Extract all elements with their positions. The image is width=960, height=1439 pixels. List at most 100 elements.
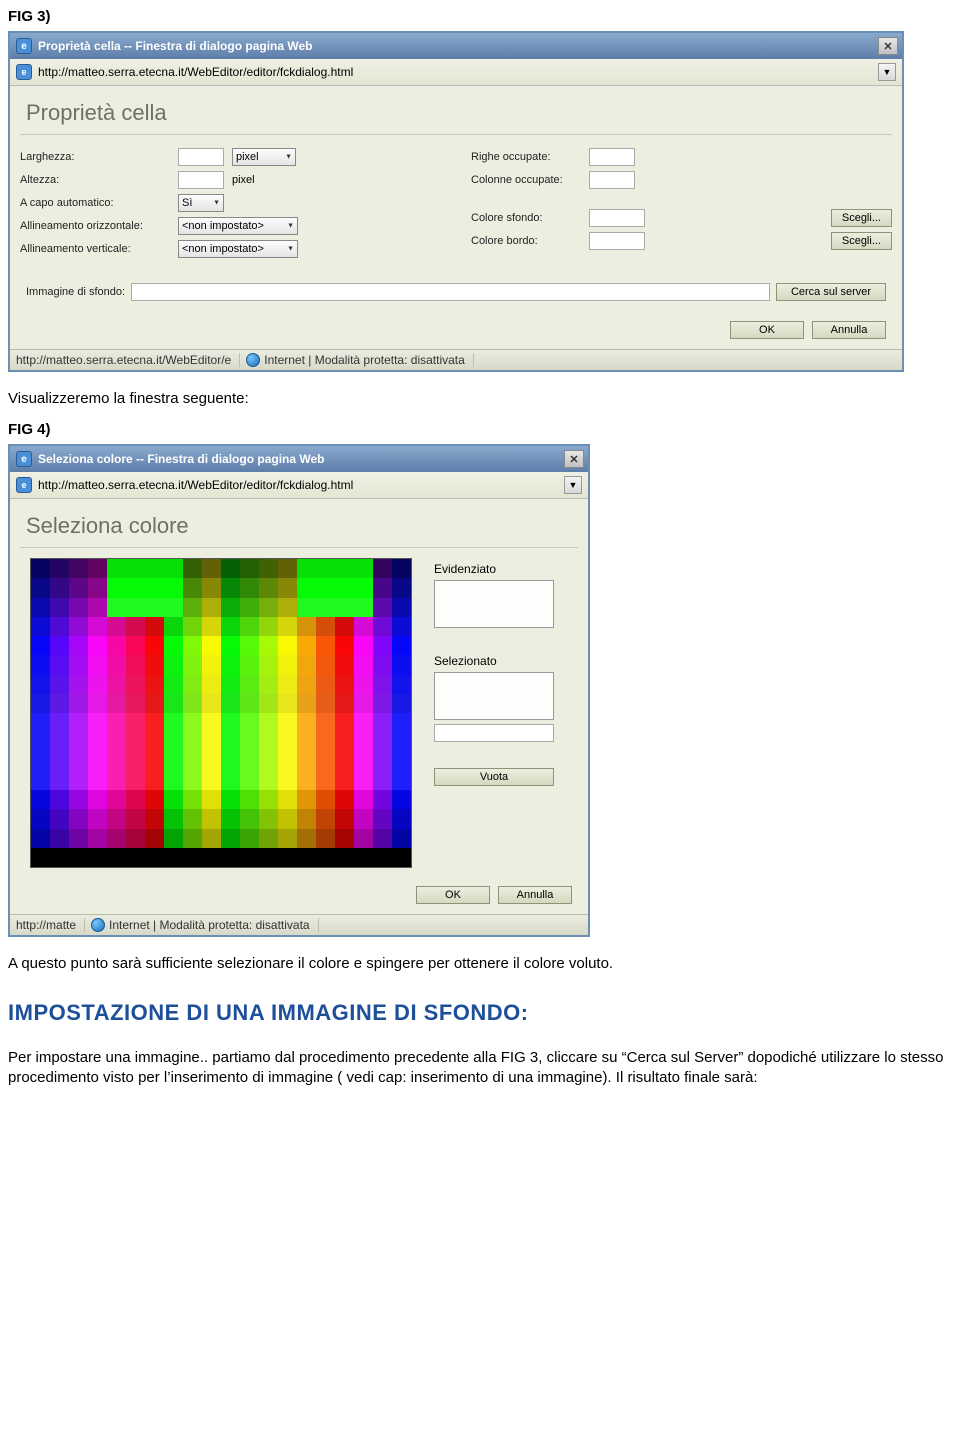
color-swatch[interactable] — [297, 636, 316, 655]
color-swatch[interactable] — [259, 559, 278, 578]
color-swatch[interactable] — [259, 694, 278, 713]
color-swatch[interactable] — [107, 732, 126, 751]
color-swatch[interactable] — [183, 809, 202, 828]
color-swatch[interactable] — [240, 809, 259, 828]
addr-dropdown-icon[interactable]: ▼ — [878, 63, 896, 81]
color-swatch[interactable] — [145, 848, 164, 867]
color-swatch[interactable] — [183, 752, 202, 771]
color-swatch[interactable] — [69, 598, 88, 617]
color-swatch[interactable] — [316, 655, 335, 674]
color-swatch[interactable] — [335, 636, 354, 655]
color-swatch[interactable] — [107, 636, 126, 655]
color-swatch[interactable] — [259, 829, 278, 848]
color-swatch[interactable] — [126, 790, 145, 809]
addr-dropdown-icon[interactable]: ▼ — [564, 476, 582, 494]
color-swatch[interactable] — [145, 790, 164, 809]
sfondo-input[interactable] — [589, 209, 645, 227]
color-swatch[interactable] — [107, 694, 126, 713]
color-swatch[interactable] — [145, 694, 164, 713]
color-swatch[interactable] — [373, 636, 392, 655]
color-swatch[interactable] — [392, 675, 411, 694]
vuota-button[interactable]: Vuota — [434, 768, 554, 786]
color-swatch[interactable] — [145, 617, 164, 636]
color-swatch[interactable] — [297, 655, 316, 674]
color-swatch[interactable] — [221, 848, 240, 867]
larghezza-unit-select[interactable]: pixel — [232, 148, 296, 166]
color-swatch[interactable] — [126, 617, 145, 636]
color-swatch[interactable] — [392, 655, 411, 674]
color-swatch[interactable] — [107, 655, 126, 674]
color-swatch[interactable] — [278, 578, 297, 597]
color-swatch[interactable] — [183, 617, 202, 636]
color-swatch[interactable] — [354, 713, 373, 732]
color-swatch[interactable] — [221, 752, 240, 771]
color-swatch[interactable] — [126, 675, 145, 694]
color-swatch[interactable] — [354, 732, 373, 751]
color-swatch[interactable] — [88, 848, 107, 867]
color-swatch[interactable] — [183, 694, 202, 713]
color-swatch[interactable] — [259, 732, 278, 751]
color-swatch[interactable] — [164, 559, 183, 578]
color-swatch[interactable] — [354, 617, 373, 636]
color-swatch[interactable] — [316, 598, 335, 617]
color-swatch[interactable] — [278, 636, 297, 655]
color-swatch[interactable] — [50, 675, 69, 694]
color-swatch[interactable] — [69, 752, 88, 771]
color-swatch[interactable] — [31, 713, 50, 732]
color-swatch[interactable] — [126, 829, 145, 848]
color-swatch[interactable] — [31, 771, 50, 790]
color-swatch[interactable] — [221, 578, 240, 597]
color-swatch[interactable] — [88, 752, 107, 771]
color-swatch[interactable] — [88, 809, 107, 828]
color-swatch[interactable] — [392, 617, 411, 636]
color-swatch[interactable] — [354, 675, 373, 694]
color-swatch[interactable] — [202, 713, 221, 732]
color-swatch[interactable] — [50, 636, 69, 655]
color-swatch[interactable] — [373, 809, 392, 828]
color-swatch[interactable] — [50, 694, 69, 713]
color-swatch[interactable] — [221, 675, 240, 694]
fig4-ok-button[interactable]: OK — [416, 886, 490, 904]
color-swatch[interactable] — [107, 829, 126, 848]
color-swatch[interactable] — [31, 617, 50, 636]
color-swatch[interactable] — [183, 655, 202, 674]
color-swatch[interactable] — [126, 771, 145, 790]
color-swatch[interactable] — [259, 752, 278, 771]
color-swatch[interactable] — [297, 598, 316, 617]
color-swatch[interactable] — [221, 732, 240, 751]
color-swatch[interactable] — [69, 771, 88, 790]
color-swatch[interactable] — [259, 655, 278, 674]
color-swatch[interactable] — [297, 809, 316, 828]
color-swatch[interactable] — [164, 829, 183, 848]
color-swatch[interactable] — [373, 578, 392, 597]
color-swatch[interactable] — [88, 636, 107, 655]
color-swatch[interactable] — [335, 829, 354, 848]
color-swatch[interactable] — [278, 559, 297, 578]
color-swatch[interactable] — [69, 809, 88, 828]
color-swatch[interactable] — [392, 771, 411, 790]
color-swatch[interactable] — [354, 694, 373, 713]
color-swatch[interactable] — [278, 694, 297, 713]
color-swatch[interactable] — [69, 559, 88, 578]
color-swatch[interactable] — [259, 790, 278, 809]
color-swatch[interactable] — [202, 771, 221, 790]
color-swatch[interactable] — [164, 578, 183, 597]
color-swatch[interactable] — [278, 675, 297, 694]
color-swatch[interactable] — [164, 771, 183, 790]
color-swatch[interactable] — [335, 617, 354, 636]
color-swatch[interactable] — [183, 790, 202, 809]
color-swatch[interactable] — [183, 848, 202, 867]
color-swatch[interactable] — [164, 694, 183, 713]
color-swatch[interactable] — [278, 732, 297, 751]
color-swatch[interactable] — [88, 771, 107, 790]
bordo-scegli-button[interactable]: Scegli... — [831, 232, 892, 250]
color-swatch[interactable] — [50, 809, 69, 828]
color-swatch[interactable] — [50, 732, 69, 751]
color-swatch[interactable] — [183, 598, 202, 617]
larghezza-input[interactable] — [178, 148, 224, 166]
color-swatch[interactable] — [221, 598, 240, 617]
color-swatch[interactable] — [50, 848, 69, 867]
color-swatch[interactable] — [240, 790, 259, 809]
color-palette[interactable] — [30, 558, 412, 868]
color-swatch[interactable] — [183, 771, 202, 790]
